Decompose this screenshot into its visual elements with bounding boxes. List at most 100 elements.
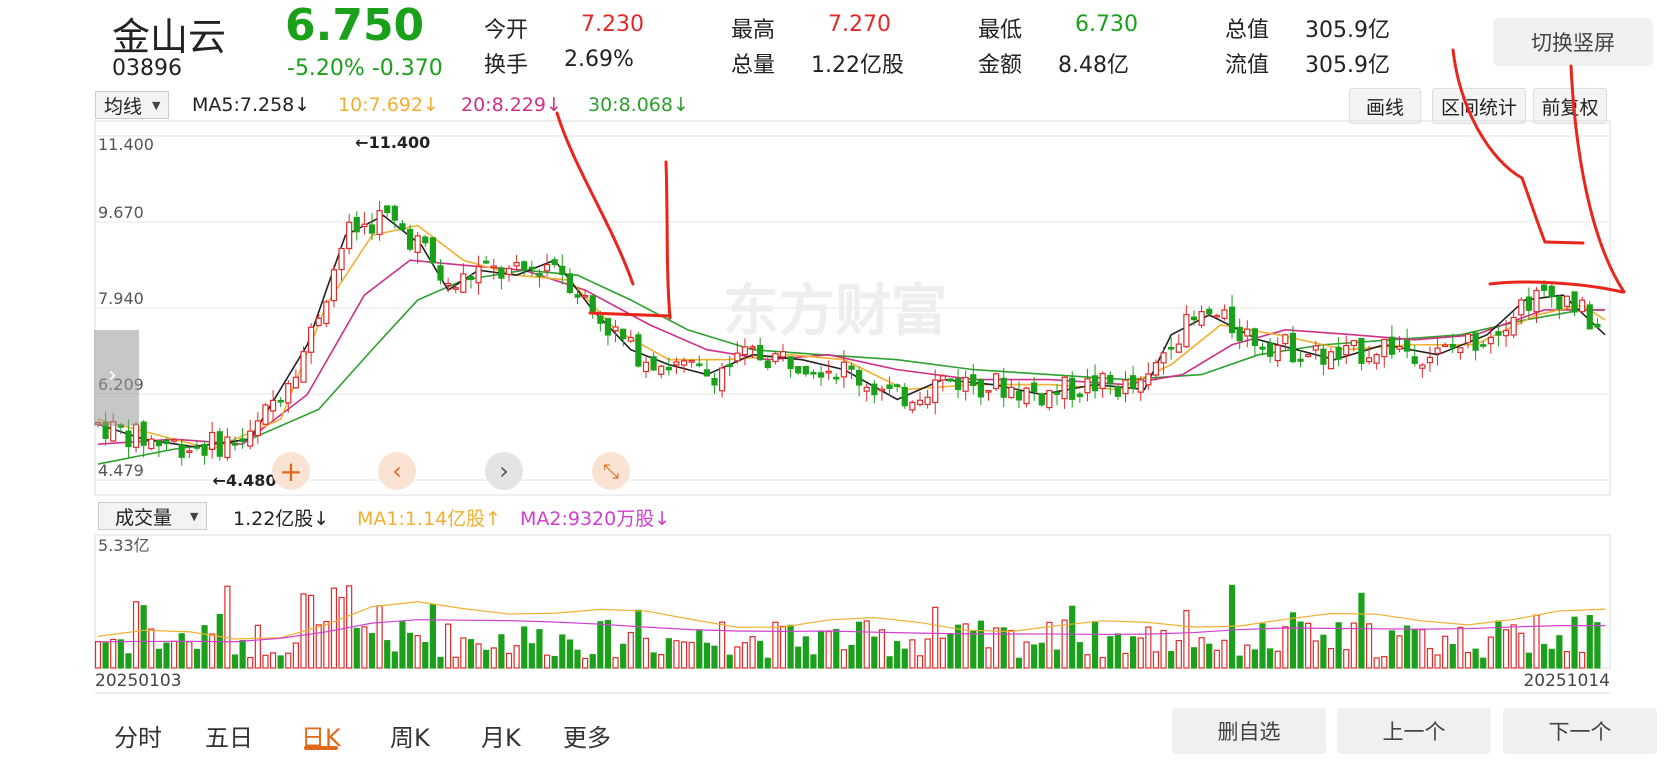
candle-body <box>353 216 360 233</box>
candle-body <box>734 352 741 362</box>
volume-bar <box>833 628 840 669</box>
volume-bar <box>254 624 261 669</box>
volume-bar <box>1487 636 1494 669</box>
hand-drawn-annotation <box>588 311 672 318</box>
volume-bar <box>894 641 901 669</box>
candle-body <box>848 365 855 370</box>
volume-bar <box>1114 633 1121 669</box>
volume-bar <box>1023 641 1030 669</box>
volume-bar <box>673 640 680 669</box>
quote-value: 2.69% <box>564 47 634 72</box>
volume-bar <box>323 621 330 669</box>
volume-bar <box>528 643 535 669</box>
previous-stock-button[interactable]: 上一个 <box>1337 708 1491 754</box>
volume-bar <box>201 625 208 669</box>
volume-bar <box>589 654 596 669</box>
scroll-left-icon[interactable]: ‹ <box>378 452 416 490</box>
volume-bar <box>620 643 627 669</box>
hand-drawn-annotation <box>1569 64 1626 294</box>
range-stats-button[interactable]: 区间统计 <box>1432 88 1526 124</box>
hand-drawn-annotation <box>1488 280 1624 294</box>
candle-body <box>1213 314 1220 318</box>
switch-orientation-button[interactable]: 切换竖屏 <box>1493 18 1653 66</box>
candle-body <box>1373 354 1380 364</box>
volume-bar <box>1305 622 1312 669</box>
period-tab[interactable]: 月K <box>481 724 521 752</box>
candle-body <box>703 369 710 377</box>
volume-bar <box>361 626 368 669</box>
next-stock-button[interactable]: 下一个 <box>1503 708 1657 754</box>
period-tab[interactable]: 更多 <box>563 724 611 752</box>
candle-body <box>384 205 391 214</box>
volume-bar <box>993 627 1000 669</box>
candle-body <box>680 360 688 366</box>
candle-body <box>1228 306 1236 334</box>
volume-bar <box>582 657 589 669</box>
scroll-right-icon[interactable]: › <box>485 452 523 490</box>
volume-bar <box>505 652 513 669</box>
volume-bar <box>132 601 140 669</box>
volume-bar <box>604 619 612 669</box>
volume-bar <box>437 656 444 669</box>
volume-bar <box>749 636 756 669</box>
volume-bar <box>178 633 185 669</box>
candle-body <box>977 378 984 398</box>
indicator-select[interactable]: 均线 ▼ <box>95 91 170 119</box>
period-tab[interactable]: 分时 <box>114 724 162 752</box>
candle-body <box>757 345 764 361</box>
volume-bar <box>376 605 383 669</box>
volume-bar <box>970 630 977 669</box>
candle-body <box>559 265 566 275</box>
expand-panel-handle[interactable] <box>94 330 139 426</box>
volume-bar <box>772 621 779 669</box>
candle-body <box>886 384 893 390</box>
volume-bar <box>1198 637 1205 669</box>
volume-bar <box>1510 624 1517 669</box>
volume-bar <box>1122 652 1129 669</box>
volume-bar <box>1594 622 1601 669</box>
period-tab[interactable]: 五日 <box>205 724 253 752</box>
candle-body <box>749 346 756 349</box>
quote-value: 305.9亿 <box>1305 18 1390 43</box>
volume-bar <box>627 631 634 669</box>
dropdown-arrow-icon: ▼ <box>152 98 161 112</box>
zoom-out-icon[interactable]: ⤡ <box>592 452 630 490</box>
volume-bar <box>110 638 117 669</box>
quote-label: 金额 <box>978 53 1023 78</box>
candle-body <box>1533 289 1540 313</box>
candle-body <box>970 374 977 387</box>
volume-bar <box>1107 636 1114 669</box>
candle-body <box>247 430 254 447</box>
volume-bar <box>1411 629 1418 669</box>
zoom-in-icon[interactable]: + <box>272 452 310 490</box>
vol-ma2-readout: MA2:9320万股↓ <box>520 507 671 530</box>
remove-watchlist-button[interactable]: 删自选 <box>1172 708 1326 754</box>
high-price-label: ←11.400 <box>355 133 430 152</box>
volume-indicator-select[interactable]: 成交量 ▼ <box>98 502 208 530</box>
candle-body <box>300 351 307 383</box>
candle-body <box>1388 336 1395 355</box>
candle-body <box>932 379 939 404</box>
candle-body <box>1541 284 1548 291</box>
volume-bar <box>1426 647 1434 669</box>
candle-body <box>376 210 383 236</box>
watermark: 东方财富 <box>723 279 947 344</box>
candle-body <box>954 378 962 391</box>
volume-bar <box>551 655 558 669</box>
y-tick-label: 9.670 <box>98 203 144 222</box>
candle-body <box>1206 308 1213 315</box>
adjust-price-button[interactable]: 前复权 <box>1533 88 1607 124</box>
candle-body <box>1457 347 1464 354</box>
candle-body <box>1449 343 1456 348</box>
volume-bar <box>810 654 817 669</box>
volume-bar <box>1076 642 1083 669</box>
stock-name: 金山云 <box>112 15 227 59</box>
candle-body <box>513 261 520 267</box>
x-end-label: 20251014 <box>1523 671 1610 691</box>
candle-body <box>764 360 771 369</box>
volume-bar <box>1236 655 1243 669</box>
candle-body <box>1122 379 1129 395</box>
period-tab[interactable]: 周K <box>390 724 430 752</box>
draw-line-button[interactable]: 画线 <box>1349 88 1421 124</box>
